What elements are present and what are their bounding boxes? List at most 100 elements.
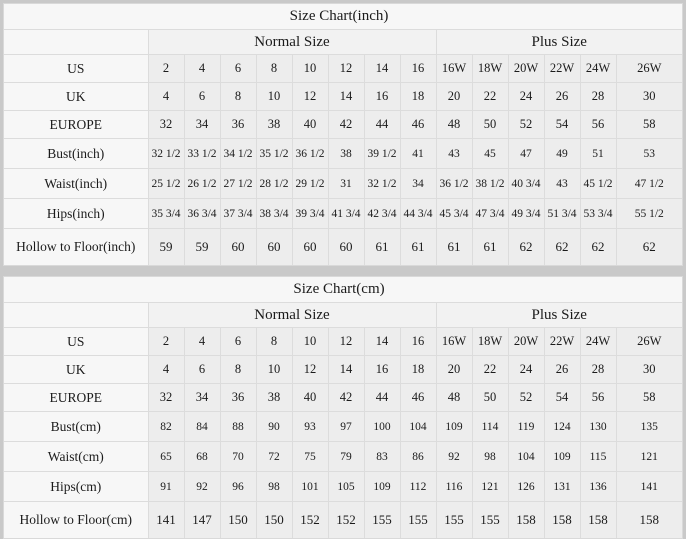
cell-value: 29 1/2 [291, 168, 329, 199]
cell-value: 24 [507, 355, 545, 384]
cell-value: 61 [363, 228, 401, 265]
cell-value: 18W [471, 327, 509, 356]
table-row: Waist(cm) 65 68 70 72 75 79 83 86 92 98 104 109 115 12… [4, 441, 682, 472]
cell-value: 155 [435, 501, 473, 538]
cell-value: 70 [219, 441, 257, 472]
cell-value: 49 3/4 [507, 198, 545, 229]
cell-value: 16 [363, 355, 401, 384]
cell-value: 58 [615, 383, 682, 412]
row-label: EUROPE [4, 383, 149, 412]
table-row: Hollow to Floor(cm) 141 147 150 150 152 152 155… [4, 501, 682, 538]
table-row: Hollow to Floor(inch) 59 59 60 60 60 60 61 61 61 6… [4, 228, 682, 265]
table-row: EUROPE 32 34 36 38 40 42 44 46 48 50 52 54 56 58 [4, 110, 682, 139]
cell-value: 51 3/4 [543, 198, 581, 229]
row-label: Bust(cm) [4, 411, 149, 442]
cell-value: 49 [543, 138, 581, 169]
cell-value: 42 3/4 [363, 198, 401, 229]
cell-value: 35 3/4 [147, 198, 185, 229]
cell-value: 18 [399, 355, 437, 384]
cell-value: 38 3/4 [255, 198, 293, 229]
cell-value: 158 [615, 501, 682, 538]
row-label: Hips(cm) [4, 471, 149, 502]
cell-value: 36 [219, 383, 257, 412]
table-row: Hips(cm) 91 92 96 98 101 105 109 112 116 121 126 131… [4, 471, 682, 502]
cell-value: 34 [183, 383, 221, 412]
cell-value: 27 1/2 [219, 168, 257, 199]
cell-value: 6 [219, 327, 257, 356]
cell-value: 155 [363, 501, 401, 538]
cell-value: 40 [291, 110, 329, 139]
cell-value: 62 [543, 228, 581, 265]
cell-value: 45 3/4 [435, 198, 473, 229]
cell-value: 60 [219, 228, 257, 265]
cell-value: 121 [471, 471, 509, 502]
cell-value: 86 [399, 441, 437, 472]
cell-value: 37 3/4 [219, 198, 257, 229]
size-chart-table-1: Size Chart(inch) Normal Size Plus Size US 2 4… [3, 3, 683, 266]
cell-value: 79 [327, 441, 365, 472]
cell-value: 38 [255, 110, 293, 139]
cell-value: 90 [255, 411, 293, 442]
cell-value: 47 3/4 [471, 198, 509, 229]
cell-value: 47 1/2 [615, 168, 682, 199]
cell-value: 88 [219, 411, 257, 442]
cell-value: 26 [543, 82, 581, 111]
cell-value: 4 [183, 54, 221, 83]
cell-value: 56 [579, 110, 617, 139]
cell-value: 52 [507, 383, 545, 412]
group-header-spacer [4, 29, 149, 55]
row-label: EUROPE [4, 110, 149, 139]
cell-value: 59 [147, 228, 185, 265]
group-header-1: Normal Size [147, 29, 437, 55]
cell-value: 104 [507, 441, 545, 472]
cell-value: 28 1/2 [255, 168, 293, 199]
cell-value: 26 1/2 [183, 168, 221, 199]
cell-value: 28 [579, 355, 617, 384]
cell-value: 62 [507, 228, 545, 265]
group-header-2: Plus Size [435, 29, 682, 55]
cell-value: 8 [219, 355, 257, 384]
row-label: Waist(cm) [4, 441, 149, 472]
cell-value: 112 [399, 471, 437, 502]
cell-value: 34 [183, 110, 221, 139]
cell-value: 28 [579, 82, 617, 111]
cell-value: 6 [183, 82, 221, 111]
cell-value: 24W [579, 54, 617, 83]
cell-value: 83 [363, 441, 401, 472]
cell-value: 36 1/2 [435, 168, 473, 199]
cell-value: 42 [327, 110, 365, 139]
size-chart-table-2: Size Chart(cm) Normal Size Plus Size US 2 4 6 8… [3, 276, 683, 539]
cell-value: 45 [471, 138, 509, 169]
cell-value: 22W [543, 327, 581, 356]
cell-value: 26W [615, 327, 682, 356]
cell-value: 158 [579, 501, 617, 538]
cell-value: 40 [291, 383, 329, 412]
cell-value: 158 [543, 501, 581, 538]
cell-value: 35 1/2 [255, 138, 293, 169]
cell-value: 20W [507, 327, 545, 356]
cell-value: 4 [147, 82, 185, 111]
cell-value: 36 1/2 [291, 138, 329, 169]
cell-value: 20W [507, 54, 545, 83]
cell-value: 36 3/4 [183, 198, 221, 229]
cell-value: 20 [435, 355, 473, 384]
cell-value: 101 [291, 471, 329, 502]
cell-value: 8 [219, 82, 257, 111]
cell-value: 48 [435, 110, 473, 139]
row-label: Hollow to Floor(inch) [4, 228, 149, 265]
cell-value: 150 [255, 501, 293, 538]
cell-value: 152 [291, 501, 329, 538]
cell-value: 53 [615, 138, 682, 169]
cell-value: 2 [147, 327, 185, 356]
table-row: US 2 4 6 8 10 12 14 16 16W 18W 20W 22W 24W 26W [4, 327, 682, 356]
cell-value: 92 [183, 471, 221, 502]
cell-value: 61 [399, 228, 437, 265]
cell-value: 60 [291, 228, 329, 265]
cell-value: 82 [147, 411, 185, 442]
cell-value: 10 [291, 54, 329, 83]
table-row: UK 4 6 8 10 12 14 16 18 20 22 24 26 28 30 [4, 82, 682, 111]
cell-value: 62 [579, 228, 617, 265]
cell-value: 4 [147, 355, 185, 384]
cell-value: 39 3/4 [291, 198, 329, 229]
cell-value: 130 [579, 411, 617, 442]
